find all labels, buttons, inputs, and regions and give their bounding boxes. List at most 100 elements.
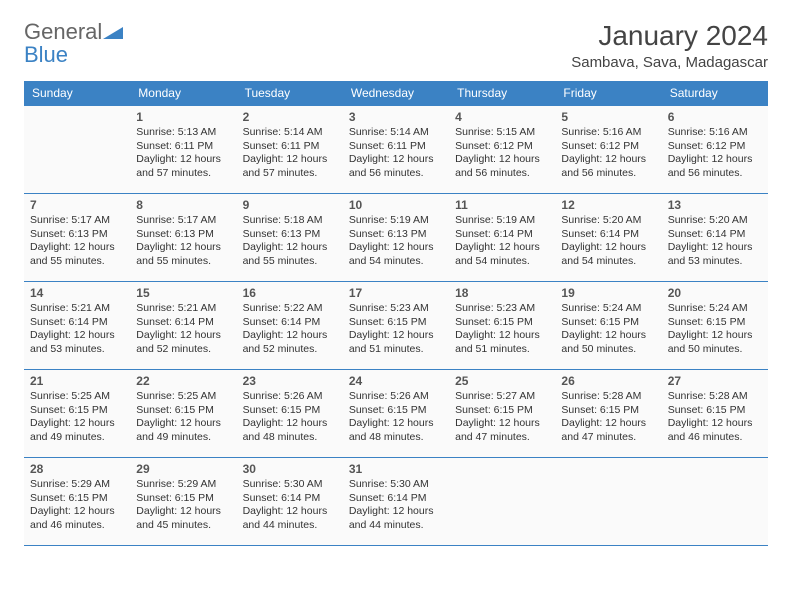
info-line: Sunset: 6:11 PM: [136, 140, 230, 154]
info-line: Sunset: 6:14 PM: [243, 316, 337, 330]
info-line: Daylight: 12 hours: [136, 505, 230, 519]
week-row: 28Sunrise: 5:29 AMSunset: 6:15 PMDayligh…: [24, 458, 768, 546]
info-line: Sunset: 6:15 PM: [668, 404, 762, 418]
day-cell: 15Sunrise: 5:21 AMSunset: 6:14 PMDayligh…: [130, 282, 236, 370]
day-number: 27: [668, 374, 762, 388]
info-line: Daylight: 12 hours: [243, 153, 337, 167]
info-line: and 48 minutes.: [349, 431, 443, 445]
info-line: Sunset: 6:14 PM: [30, 316, 124, 330]
empty-cell: [555, 458, 661, 546]
info-line: Daylight: 12 hours: [349, 153, 443, 167]
info-line: Daylight: 12 hours: [136, 329, 230, 343]
day-number: 16: [243, 286, 337, 300]
day-info: Sunrise: 5:16 AMSunset: 6:12 PMDaylight:…: [668, 126, 762, 181]
info-line: Daylight: 12 hours: [668, 329, 762, 343]
day-info: Sunrise: 5:25 AMSunset: 6:15 PMDaylight:…: [30, 390, 124, 445]
info-line: and 51 minutes.: [349, 343, 443, 357]
info-line: Sunrise: 5:16 AM: [668, 126, 762, 140]
brand-part2: Blue: [24, 42, 68, 67]
day-cell: 19Sunrise: 5:24 AMSunset: 6:15 PMDayligh…: [555, 282, 661, 370]
info-line: Sunrise: 5:30 AM: [349, 478, 443, 492]
info-line: Sunset: 6:15 PM: [349, 316, 443, 330]
day-cell: 2Sunrise: 5:14 AMSunset: 6:11 PMDaylight…: [237, 106, 343, 194]
day-cell: 26Sunrise: 5:28 AMSunset: 6:15 PMDayligh…: [555, 370, 661, 458]
info-line: and 57 minutes.: [243, 167, 337, 181]
day-cell: 21Sunrise: 5:25 AMSunset: 6:15 PMDayligh…: [24, 370, 130, 458]
empty-cell: [24, 106, 130, 194]
day-info: Sunrise: 5:30 AMSunset: 6:14 PMDaylight:…: [349, 478, 443, 533]
info-line: and 54 minutes.: [561, 255, 655, 269]
day-number: 9: [243, 198, 337, 212]
info-line: Daylight: 12 hours: [561, 417, 655, 431]
day-number: 26: [561, 374, 655, 388]
info-line: Sunrise: 5:16 AM: [561, 126, 655, 140]
info-line: and 55 minutes.: [30, 255, 124, 269]
day-info: Sunrise: 5:15 AMSunset: 6:12 PMDaylight:…: [455, 126, 549, 181]
info-line: and 44 minutes.: [349, 519, 443, 533]
info-line: and 47 minutes.: [455, 431, 549, 445]
info-line: Daylight: 12 hours: [668, 417, 762, 431]
brand-logo: GeneralBlue: [24, 20, 123, 66]
day-cell: 31 Sunrise: 5:30 AMSunset: 6:14 PMDayligh…: [343, 458, 449, 546]
info-line: Sunrise: 5:21 AM: [30, 302, 124, 316]
day-cell: 23Sunrise: 5:26 AMSunset: 6:15 PMDayligh…: [237, 370, 343, 458]
day-info: Sunrise: 5:24 AMSunset: 6:15 PMDaylight:…: [561, 302, 655, 357]
day-number: 4: [455, 110, 549, 124]
info-line: Daylight: 12 hours: [561, 329, 655, 343]
info-line: Sunrise: 5:24 AM: [668, 302, 762, 316]
day-info: Sunrise: 5:19 AMSunset: 6:13 PMDaylight:…: [349, 214, 443, 269]
day-info: Sunrise: 5:26 AMSunset: 6:15 PMDaylight:…: [243, 390, 337, 445]
info-line: Daylight: 12 hours: [561, 153, 655, 167]
day-info: Sunrise: 5:27 AMSunset: 6:15 PMDaylight:…: [455, 390, 549, 445]
day-cell: 9Sunrise: 5:18 AMSunset: 6:13 PMDaylight…: [237, 194, 343, 282]
day-cell: 30Sunrise: 5:30 AMSunset: 6:14 PMDayligh…: [237, 458, 343, 546]
info-line: Sunrise: 5:20 AM: [561, 214, 655, 228]
week-row: 1Sunrise: 5:13 AMSunset: 6:11 PMDaylight…: [24, 106, 768, 194]
info-line: Sunset: 6:12 PM: [561, 140, 655, 154]
day-number: 11: [455, 198, 549, 212]
day-info: Sunrise: 5:23 AMSunset: 6:15 PMDaylight:…: [349, 302, 443, 357]
info-line: Sunrise: 5:13 AM: [136, 126, 230, 140]
info-line: and 56 minutes.: [349, 167, 443, 181]
day-info: Sunrise: 5:28 AMSunset: 6:15 PMDaylight:…: [668, 390, 762, 445]
day-number: 29: [136, 462, 230, 476]
info-line: and 57 minutes.: [136, 167, 230, 181]
day-cell: 5Sunrise: 5:16 AMSunset: 6:12 PMDaylight…: [555, 106, 661, 194]
info-line: Sunrise: 5:26 AM: [349, 390, 443, 404]
info-line: and 46 minutes.: [30, 519, 124, 533]
info-line: Sunset: 6:15 PM: [30, 492, 124, 506]
week-row: 14Sunrise: 5:21 AMSunset: 6:14 PMDayligh…: [24, 282, 768, 370]
info-line: Sunrise: 5:28 AM: [668, 390, 762, 404]
day-number: 24: [349, 374, 443, 388]
info-line: and 56 minutes.: [668, 167, 762, 181]
info-line: Sunset: 6:15 PM: [30, 404, 124, 418]
info-line: Sunrise: 5:24 AM: [561, 302, 655, 316]
day-cell: 28Sunrise: 5:29 AMSunset: 6:15 PMDayligh…: [24, 458, 130, 546]
info-line: Sunset: 6:15 PM: [455, 316, 549, 330]
info-line: Sunrise: 5:17 AM: [30, 214, 124, 228]
day-info: Sunrise: 5:17 AMSunset: 6:13 PMDaylight:…: [30, 214, 124, 269]
day-cell: 3Sunrise: 5:14 AMSunset: 6:11 PMDaylight…: [343, 106, 449, 194]
info-line: Sunrise: 5:25 AM: [30, 390, 124, 404]
day-cell: 6Sunrise: 5:16 AMSunset: 6:12 PMDaylight…: [662, 106, 768, 194]
weekday-wednesday: Wednesday: [343, 81, 449, 106]
info-line: and 44 minutes.: [243, 519, 337, 533]
day-info: Sunrise: 5:20 AMSunset: 6:14 PMDaylight:…: [668, 214, 762, 269]
weekday-row: SundayMondayTuesdayWednesdayThursdayFrid…: [24, 81, 768, 106]
day-info: Sunrise: 5:26 AMSunset: 6:15 PMDaylight:…: [349, 390, 443, 445]
info-line: Sunset: 6:15 PM: [243, 404, 337, 418]
day-info: Sunrise: 5:21 AMSunset: 6:14 PMDaylight:…: [30, 302, 124, 357]
info-line: Sunset: 6:14 PM: [668, 228, 762, 242]
info-line: Daylight: 12 hours: [455, 329, 549, 343]
day-info: Sunrise: 5:25 AMSunset: 6:15 PMDaylight:…: [136, 390, 230, 445]
info-line: Sunset: 6:14 PM: [561, 228, 655, 242]
info-line: and 53 minutes.: [668, 255, 762, 269]
day-number: 25: [455, 374, 549, 388]
day-info: Sunrise: 5:14 AMSunset: 6:11 PMDaylight:…: [243, 126, 337, 181]
day-cell: 11Sunrise: 5:19 AMSunset: 6:14 PMDayligh…: [449, 194, 555, 282]
info-line: Sunset: 6:11 PM: [243, 140, 337, 154]
day-number: 31: [349, 462, 443, 476]
info-line: Daylight: 12 hours: [30, 505, 124, 519]
day-info: Sunrise: 5:21 AMSunset: 6:14 PMDaylight:…: [136, 302, 230, 357]
info-line: Daylight: 12 hours: [668, 241, 762, 255]
